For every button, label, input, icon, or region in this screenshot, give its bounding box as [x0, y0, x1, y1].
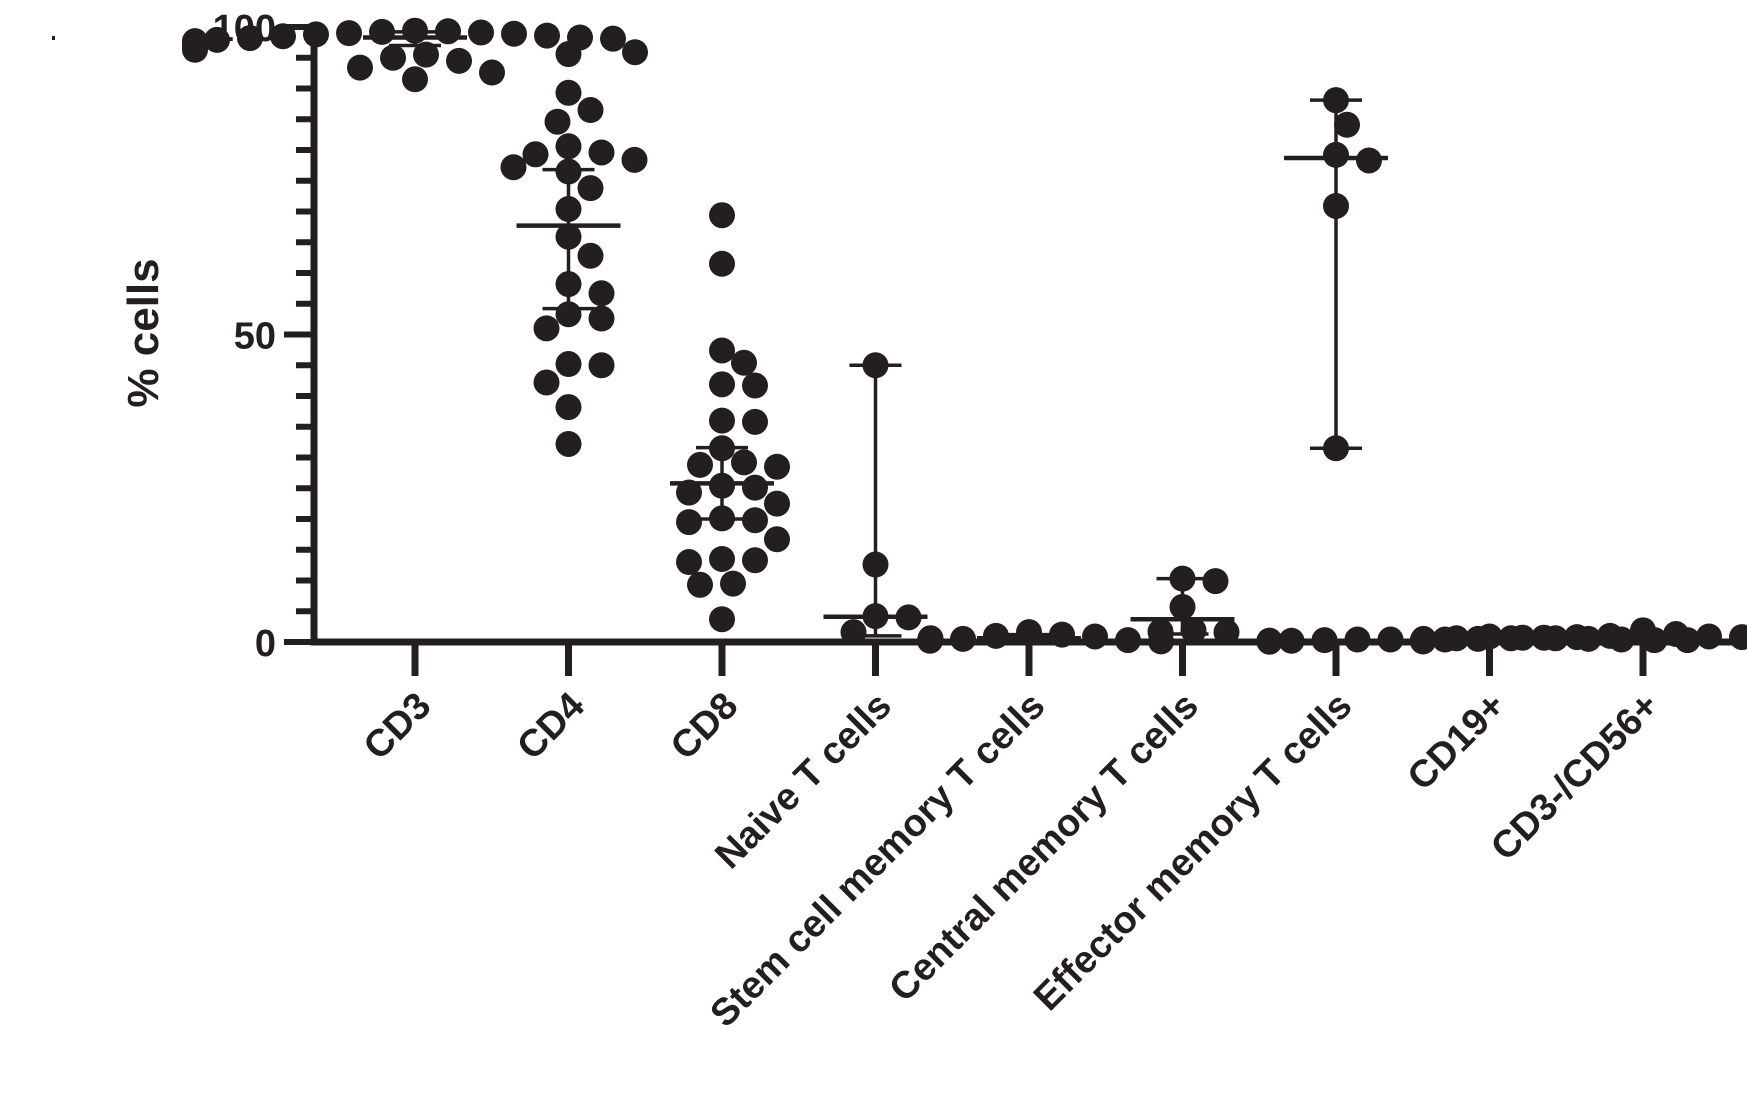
data-point	[676, 549, 702, 576]
data-point	[621, 146, 648, 173]
data-point	[446, 47, 472, 74]
data-point	[709, 472, 735, 499]
data-point	[709, 545, 735, 572]
data-point	[347, 54, 373, 81]
data-point	[555, 271, 582, 298]
data-point	[588, 139, 615, 166]
data-point	[533, 315, 560, 342]
y-axis-title: % cells	[119, 258, 168, 407]
data-point	[862, 352, 889, 379]
data-point	[742, 474, 768, 501]
data-point	[731, 449, 757, 476]
data-point	[577, 242, 604, 269]
data-point	[1147, 618, 1174, 645]
data-point	[1202, 568, 1229, 595]
data-point	[709, 337, 735, 364]
data-point	[676, 509, 702, 536]
data-point	[588, 305, 615, 332]
data-point	[555, 351, 582, 378]
data-point	[1531, 624, 1557, 651]
data-point	[533, 369, 560, 396]
y-tick-label: 0	[255, 623, 276, 665]
data-point	[555, 158, 582, 185]
y-tick-label: 100	[213, 8, 276, 50]
plot-marks	[182, 17, 1747, 655]
data-point	[555, 394, 582, 421]
data-point	[1498, 625, 1524, 652]
data-point	[1169, 565, 1196, 592]
data-point	[500, 154, 527, 181]
data-point	[1323, 192, 1349, 219]
data-point	[742, 547, 768, 574]
data-point	[479, 59, 505, 86]
data-point	[742, 372, 768, 399]
data-point	[435, 18, 461, 45]
data-point	[501, 20, 527, 47]
data-point	[336, 20, 362, 47]
data-point	[709, 606, 735, 633]
data-point	[709, 371, 735, 398]
data-point	[862, 551, 889, 578]
data-point	[555, 430, 582, 457]
data-point	[764, 526, 790, 553]
data-point	[1323, 435, 1349, 462]
data-point	[709, 435, 735, 462]
data-point	[555, 301, 582, 328]
data-point	[731, 349, 757, 376]
data-point	[413, 41, 439, 68]
data-point	[1334, 111, 1360, 138]
data-point	[1180, 617, 1207, 644]
data-point	[720, 570, 746, 597]
y-tick-label: 50	[234, 316, 276, 358]
data-point	[534, 22, 560, 49]
data-point	[1356, 147, 1382, 174]
data-point	[555, 133, 582, 160]
data-point	[369, 18, 395, 45]
data-point	[1082, 623, 1108, 650]
data-point	[742, 408, 768, 435]
data-point	[577, 175, 604, 202]
data-point	[687, 571, 713, 598]
data-point	[468, 19, 494, 46]
data-point	[600, 25, 626, 52]
data-point	[622, 39, 648, 66]
data-point	[1564, 624, 1590, 651]
data-point	[764, 453, 790, 480]
data-point	[588, 352, 615, 379]
data-point	[676, 479, 702, 506]
data-point	[555, 196, 582, 223]
data-point	[380, 44, 406, 71]
data-point	[1696, 623, 1722, 650]
data-point	[709, 202, 735, 229]
data-point	[555, 41, 582, 68]
data-point	[742, 507, 768, 534]
stray-mark	[52, 36, 55, 40]
data-point	[544, 108, 571, 135]
data-point	[764, 490, 790, 517]
data-point	[555, 223, 582, 250]
data-point	[709, 250, 735, 277]
data-point	[1169, 593, 1196, 620]
data-point	[204, 26, 230, 53]
data-point	[687, 451, 713, 478]
data-point	[555, 79, 582, 106]
data-point	[1323, 141, 1349, 168]
data-point	[577, 97, 604, 124]
data-point	[522, 141, 549, 168]
data-point	[402, 17, 428, 44]
data-point	[1323, 87, 1349, 114]
data-point	[402, 66, 428, 93]
data-point	[182, 36, 208, 63]
data-point	[237, 25, 263, 52]
data-point	[709, 407, 735, 434]
data-point	[588, 280, 615, 307]
data-point	[709, 505, 735, 532]
